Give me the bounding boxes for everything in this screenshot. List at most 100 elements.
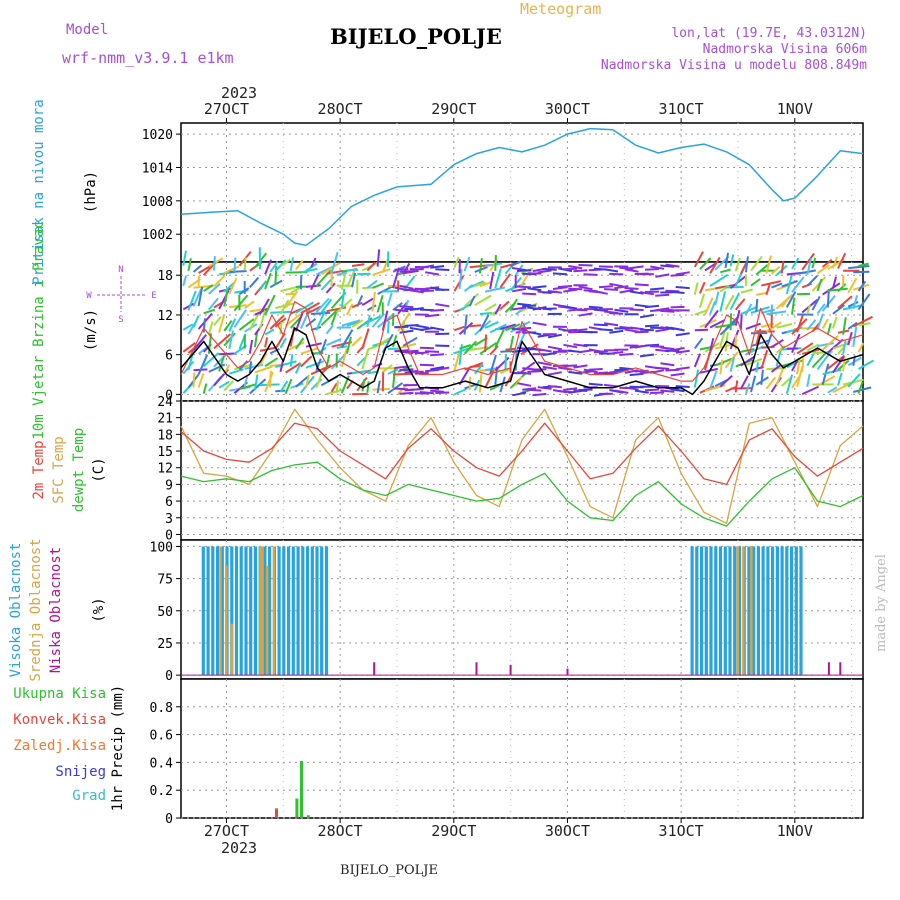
wind-arrow [367, 342, 385, 351]
y-tick-label: 0.8 [150, 701, 173, 716]
wind-arrow [573, 269, 588, 273]
y-tick-label: 0 [165, 528, 173, 543]
wind-arrow [796, 269, 816, 275]
wind-arrow [629, 308, 644, 311]
high-cloud-bar [296, 546, 300, 676]
y-tick-label: 75 [157, 573, 173, 588]
high-cloud-bar [230, 546, 234, 676]
compass-north: N [118, 265, 123, 275]
wind-ylabel: 10m Vjetar Brzina i Pravac [31, 220, 47, 439]
wind-arrow [660, 309, 675, 313]
wind-arrow [463, 340, 478, 355]
wind-arrow [325, 282, 336, 294]
wind-arrow [563, 343, 578, 349]
wind-arrow [213, 274, 226, 288]
wind-arrow [858, 262, 869, 267]
wind-arrow [624, 386, 639, 391]
wind-arrow [294, 337, 305, 350]
wind-arrow [847, 277, 858, 294]
wind-arrow [394, 365, 409, 369]
wind-arrow [203, 352, 220, 367]
wind-arrow [330, 353, 346, 370]
wind-arrow [394, 387, 409, 391]
y-tick-label: 0.6 [150, 729, 173, 744]
wind-arrow [494, 255, 497, 271]
high-cloud-bar [268, 546, 272, 676]
wind-arrow [699, 367, 719, 374]
wind-arrow [392, 335, 398, 348]
wind-arrow [320, 298, 333, 314]
high-cloud-bar [320, 546, 324, 676]
footer-station: BIJELO_POLJE [340, 863, 438, 878]
wind-arrow [527, 330, 542, 336]
wind-arrow [228, 368, 244, 375]
wind-arrow [326, 269, 344, 275]
wind-arrow [234, 363, 253, 371]
wind-arrow [340, 272, 347, 291]
wind-arrow [430, 309, 445, 312]
wind-arrow [264, 272, 272, 290]
wind-arrow [248, 339, 254, 354]
wind-arrow [527, 388, 542, 392]
wind-arrow [709, 319, 726, 329]
wind-arrow [693, 282, 699, 295]
wind-arrow [300, 347, 319, 355]
wind-arrow [847, 300, 859, 308]
wind-arrow [852, 326, 858, 347]
wind-arrow [223, 380, 234, 392]
wind-arrow [624, 268, 639, 273]
wind-arrow [801, 252, 815, 271]
wind-arrow [310, 273, 320, 291]
wind-arrow [770, 265, 781, 275]
wind-arrow [816, 264, 830, 275]
wind-arrow [655, 273, 670, 278]
wind-arrow [578, 388, 593, 392]
high-cloud-bar [775, 546, 779, 676]
wind-arrow [351, 263, 365, 267]
wind-arrow [588, 368, 603, 371]
wind-arrow [704, 309, 719, 329]
wind-arrow [765, 284, 771, 296]
wind-arrow [853, 386, 872, 393]
wind-arrow [785, 291, 797, 308]
wind-arrow [629, 265, 644, 270]
wind-arrow [479, 341, 498, 355]
wind-arrow [386, 292, 393, 306]
high-cloud-bar [780, 546, 784, 676]
wind-arrow [259, 280, 268, 291]
legend-total-rain: Ukupna Kisa [13, 686, 106, 702]
wind-arrow [207, 321, 214, 335]
wind-arrow [761, 280, 781, 287]
wind-arrow [806, 258, 812, 276]
wind-arrow [479, 314, 490, 332]
wind-arrow [729, 292, 740, 311]
high-cloud-bar [301, 546, 305, 676]
wind-arrow [670, 305, 685, 309]
wind-arrow [858, 359, 874, 370]
wind-arrow [500, 323, 516, 331]
wind-arrow [192, 264, 203, 273]
wind-arrow [514, 332, 526, 354]
wind-arrow [366, 304, 377, 312]
wind-arrow [484, 334, 488, 352]
wind-arrow [699, 257, 712, 270]
high-cloud-bar [790, 546, 794, 676]
wind-arrow [832, 304, 846, 315]
wind-arrow [675, 271, 690, 276]
wind-arrow [414, 324, 429, 329]
wind-arrow [811, 351, 828, 369]
wind-arrow [243, 376, 249, 387]
wind-arrow [202, 383, 208, 394]
meteogram-title: Meteogram [520, 0, 601, 18]
wind-arrow [796, 314, 804, 333]
pressure-unit: (hPa) [83, 171, 99, 213]
wind-arrow [346, 268, 356, 288]
wind-arrow [770, 304, 774, 315]
high-cloud-bar [771, 546, 775, 676]
wind-arrow [335, 380, 339, 394]
high-cloud-bar [291, 546, 295, 676]
wind-arrow [670, 273, 685, 277]
wind-arrow [650, 287, 665, 291]
wind-arrow [568, 265, 583, 270]
year-label-bottom: 2023 [221, 839, 257, 857]
